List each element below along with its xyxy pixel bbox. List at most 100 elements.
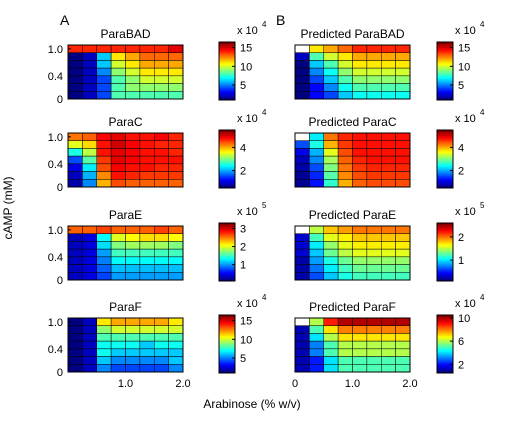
pred-parae-colorbar-segment bbox=[437, 263, 453, 266]
pred-parac-colorbar-segment bbox=[437, 159, 453, 162]
pred-paraf-title: Predicted ParaF bbox=[309, 300, 396, 314]
parabad-cell bbox=[139, 67, 155, 77]
pred-paraf-cell bbox=[294, 333, 310, 342]
pred-parac-cell bbox=[294, 171, 310, 180]
pred-paraf-cell bbox=[337, 364, 353, 373]
parae-colorbar-frame bbox=[218, 222, 236, 282]
parae-colorbar-segment bbox=[219, 228, 235, 232]
pred-parae-cell bbox=[395, 233, 411, 242]
pred-paraf-colorbar-segment bbox=[437, 334, 453, 337]
pred-parabad-colorbar-segment bbox=[437, 61, 453, 64]
pred-parabad-cell bbox=[309, 67, 325, 77]
pred-parac-cell bbox=[323, 163, 339, 172]
paraf-cell bbox=[110, 356, 126, 365]
pred-parac-colorbar-segment bbox=[437, 168, 453, 171]
pred-paraf-colorbar-tick: 2 bbox=[458, 359, 464, 371]
pred-parac-colorbar-segment bbox=[437, 130, 453, 133]
parae-cell bbox=[125, 248, 141, 258]
pred-paraf-cell bbox=[294, 325, 310, 334]
parae-colorbar-tick: 3 bbox=[240, 223, 246, 235]
pred-paraf-cell bbox=[352, 317, 368, 326]
parabad-cell bbox=[139, 83, 155, 92]
pred-parae-colorbar-segment bbox=[437, 261, 453, 264]
parabad-cell bbox=[110, 83, 126, 92]
pred-paraf-colorbar-segment bbox=[437, 338, 453, 341]
parac-colorbar-segment bbox=[219, 180, 235, 183]
pred-parabad-cell bbox=[323, 91, 339, 100]
parae-cell bbox=[67, 241, 83, 250]
parabad-cell bbox=[82, 83, 98, 92]
pred-parae-cell bbox=[337, 225, 353, 234]
parabad-colorbar-segment bbox=[219, 86, 235, 89]
parac-cell bbox=[125, 140, 141, 149]
pred-parae-colorbar-exponent: 5 bbox=[480, 201, 485, 210]
parac-cell bbox=[139, 155, 155, 165]
pred-parae-cell bbox=[309, 241, 325, 250]
parabad-cell bbox=[154, 67, 169, 77]
pred-paraf-xtick: 2.0 bbox=[402, 378, 417, 390]
parac-cell bbox=[67, 148, 83, 157]
pred-parae-cell bbox=[366, 248, 382, 258]
pred-parabad-cell bbox=[366, 91, 382, 100]
parac-colorbar-segment bbox=[219, 139, 235, 142]
pred-parac-cell bbox=[381, 148, 396, 157]
parac-cell bbox=[139, 132, 155, 141]
paraf-colorbar-exponent: 4 bbox=[262, 293, 267, 302]
paraf-cell bbox=[154, 340, 169, 350]
pred-parae-colorbar-segment bbox=[437, 273, 453, 276]
pred-parae-cell bbox=[395, 256, 411, 265]
pred-parac-cell bbox=[294, 163, 310, 172]
paraf-colorbar-segment bbox=[219, 316, 235, 320]
parae-colorbar-exponent: 5 bbox=[262, 201, 267, 210]
pred-parac-cell bbox=[366, 155, 382, 165]
pred-parae-cell bbox=[294, 256, 310, 265]
pred-parac-cell bbox=[323, 148, 339, 157]
parac-cell bbox=[96, 132, 112, 141]
pred-parac-colorbar-segment bbox=[437, 162, 453, 166]
parae-cell bbox=[67, 256, 83, 265]
pred-parae-colorbar-segment bbox=[437, 244, 453, 247]
pred-parabad-cell bbox=[395, 91, 411, 100]
pred-parabad-cell bbox=[352, 75, 368, 84]
parabad-cell bbox=[154, 44, 169, 53]
pred-parac-colorbar-segment bbox=[437, 182, 453, 185]
pred-paraf-cell bbox=[352, 325, 368, 334]
parac-cell bbox=[154, 148, 169, 157]
parae-ytick: 1.0 bbox=[48, 225, 63, 237]
parac-cell bbox=[67, 155, 83, 165]
pred-parae-cell bbox=[352, 225, 368, 234]
pred-parac-cell bbox=[366, 163, 382, 172]
parae-colorbar-segment bbox=[219, 253, 235, 257]
pred-parae-colorbar-segment bbox=[437, 271, 453, 274]
paraf-cell bbox=[67, 340, 83, 350]
pred-parae-colorbar-multiplier: x 10 bbox=[455, 206, 476, 218]
parabad-cell bbox=[96, 67, 112, 77]
pred-parae-cell bbox=[366, 233, 382, 242]
pred-paraf-cell bbox=[323, 340, 339, 350]
pred-parac-cell bbox=[352, 179, 368, 188]
y-axis-label: cAMP (mM) bbox=[1, 176, 15, 239]
pred-paraf-cell bbox=[337, 333, 353, 342]
pred-parabad-cell bbox=[294, 67, 310, 77]
pred-parae-cell bbox=[309, 233, 325, 242]
parae-cell bbox=[110, 264, 126, 273]
paraf-colorbar-segment bbox=[219, 320, 235, 324]
parac-colorbar-segment bbox=[219, 141, 235, 144]
pred-parabad-cell bbox=[309, 52, 325, 61]
parae-cell bbox=[110, 272, 126, 281]
parac-title: ParaC bbox=[108, 115, 142, 129]
paraf-frame bbox=[67, 317, 184, 373]
parac-colorbar-segment bbox=[219, 145, 235, 148]
parac-colorbar-segment bbox=[219, 184, 235, 187]
parabad-cell bbox=[67, 91, 83, 100]
pred-parac-cell bbox=[294, 132, 310, 141]
parac-cell bbox=[82, 163, 98, 172]
parae-cell bbox=[125, 241, 141, 250]
pred-paraf-xtick: 0 bbox=[292, 378, 298, 390]
parac-ytick: 0.4 bbox=[48, 159, 63, 171]
pred-parac-cell bbox=[309, 179, 325, 188]
pred-parae-cell bbox=[366, 264, 382, 273]
parabad-cell bbox=[168, 91, 184, 100]
parac-colorbar-segment bbox=[219, 149, 235, 152]
pred-parabad-colorbar-segment bbox=[437, 84, 453, 87]
